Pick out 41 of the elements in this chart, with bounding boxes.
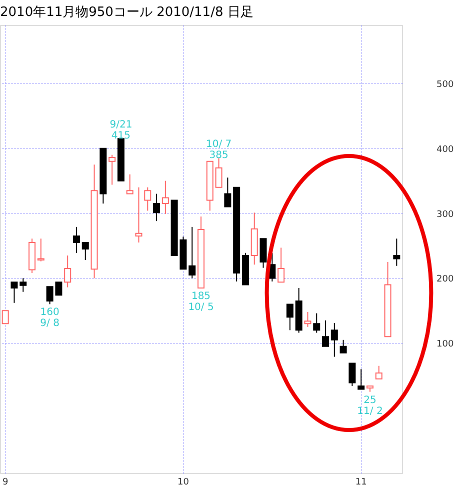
y-tick-label: 400 xyxy=(436,144,454,155)
x-tick-label: 11 xyxy=(355,478,367,488)
candlestick xyxy=(37,238,44,262)
y-tick-label: 500 xyxy=(436,80,454,90)
candlestick xyxy=(215,158,222,188)
candlestick xyxy=(126,174,134,194)
y-tick-label: 200 xyxy=(436,274,454,285)
candlestick xyxy=(10,282,18,304)
y-tick-label: 300 xyxy=(436,210,454,220)
candlestick xyxy=(330,322,338,358)
candlestick xyxy=(72,226,80,254)
annotation: 185 10/ 5 xyxy=(188,290,214,313)
annotation: 25 11/ 2 xyxy=(357,394,383,417)
x-tick-label: 9 xyxy=(2,478,8,488)
candlestick xyxy=(153,193,160,222)
chart-title: 2010年11月物950コール 2010/11/8 日足 xyxy=(0,5,254,20)
y-tick-label: 100 xyxy=(436,340,454,350)
candlestick xyxy=(322,320,330,347)
candlestick xyxy=(358,368,365,390)
candlestick xyxy=(144,186,152,212)
annotation: 10/ 7 385 xyxy=(206,139,232,162)
candlestick xyxy=(340,339,347,354)
candlestick xyxy=(224,177,232,208)
annotation: 160 9/ 8 xyxy=(40,307,60,330)
candlestick xyxy=(64,254,72,288)
candlestick xyxy=(162,180,169,214)
candlestick xyxy=(286,304,294,331)
candlestick xyxy=(188,226,196,279)
candlestick xyxy=(393,238,400,266)
candlestick xyxy=(313,312,320,334)
annotation: 9/21 415 xyxy=(110,120,132,142)
candlestick xyxy=(20,278,27,292)
candlestick xyxy=(135,186,142,244)
candlestick xyxy=(260,238,267,268)
x-tick-label: 10 xyxy=(177,478,190,488)
candlestick xyxy=(82,242,89,261)
candlestick xyxy=(278,247,285,283)
candlestick xyxy=(375,365,382,380)
candlestick xyxy=(304,311,312,328)
candlestick xyxy=(348,362,356,386)
candlestick xyxy=(108,154,116,186)
